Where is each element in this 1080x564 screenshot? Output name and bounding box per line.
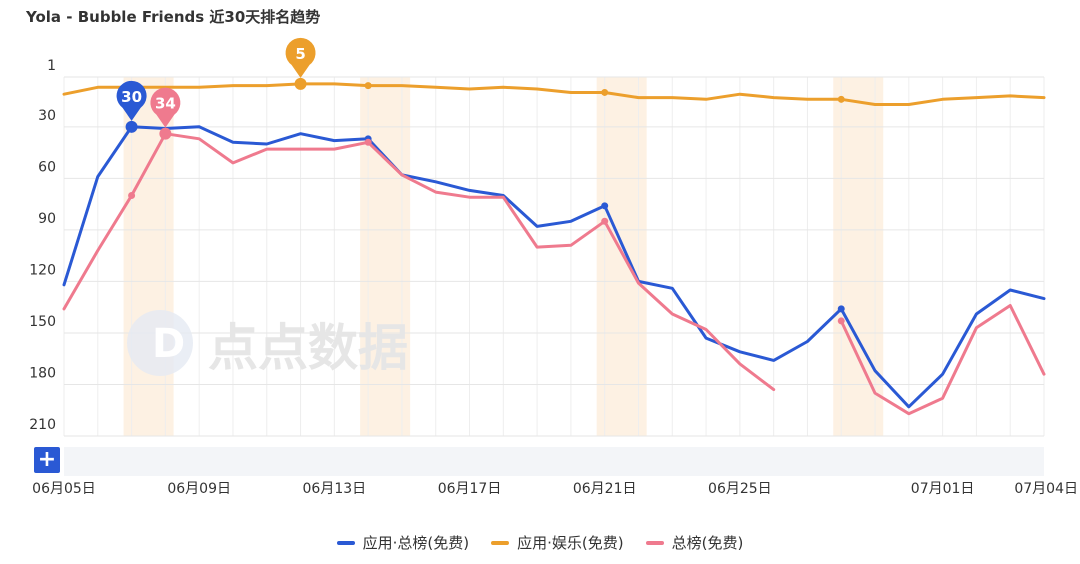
annotation-point [125,120,138,133]
annotation-point [159,127,172,140]
series-line-1 [62,82,1046,106]
watermark-logo-letter: D [152,321,185,367]
x-tick-label: 06月25日 [708,481,772,497]
x-tick-label: 06月05日 [32,481,96,497]
legend-label: 应用·总榜(免费) [362,534,470,552]
legend-item-app-overall[interactable]: 应用·总榜(免费) [336,532,470,553]
data-point [837,95,845,103]
x-tick-label: 06月17日 [438,481,502,497]
zoom-plus-icon: + [38,447,56,472]
legend-item-app-entertainment[interactable]: 应用·娱乐(免费) [491,532,624,553]
legend-swatch [491,540,510,545]
series-lines [62,82,1046,416]
watermark-text: 点点数据 [208,319,408,377]
annotation-pin [285,37,316,78]
chart-title: Yola - Bubble Friends 近30天排名趋势 [26,8,321,26]
annotation-pin [116,80,147,121]
annotation-label: 30 [121,88,142,106]
rank-trend-chart: D 点点数据 1 30 60 90 120 150 180 210 30 34 5 + 06月05日… [29,37,1078,497]
legend-item-overall[interactable]: 总榜(免费) [645,532,744,553]
data-point [601,217,609,225]
annotation-label: 34 [155,95,176,113]
data-point [837,305,845,313]
y-tick-label: 150 [29,314,56,330]
y-axis-ticks: 1 30 60 90 120 150 180 210 [29,58,56,433]
slider-track [64,447,1044,476]
x-tick-label: 07月04日 [1014,481,1078,497]
annotation-label: 5 [295,45,305,63]
data-point [128,192,136,200]
zoom-slider[interactable]: + [34,447,1044,476]
annotation-point [294,77,307,90]
y-tick-label: 90 [38,211,56,227]
legend-swatch [336,540,355,545]
x-tick-label: 06月09日 [167,481,231,497]
series-line-2 [62,132,1046,416]
x-tick-label: 06月21日 [573,481,637,497]
zoom-plus-button[interactable] [34,447,60,473]
legend-label: 应用·娱乐(免费) [517,534,624,552]
y-tick-label: 180 [29,365,56,381]
y-tick-label: 1 [47,58,56,74]
data-point [364,138,372,146]
data-point [364,82,372,90]
annotation-pins: 30 34 5 [116,37,316,140]
x-tick-label: 06月13日 [303,481,367,497]
legend-label: 总榜(免费) [671,534,744,552]
data-point [837,317,845,325]
annotation-pin [150,87,181,128]
watermark: D 点点数据 [127,310,408,377]
legend-swatch [645,540,664,545]
y-tick-label: 210 [29,417,56,433]
watermark-logo-icon [127,310,193,376]
x-axis-ticks: 06月05日 06月09日 06月13日 06月17日 06月21日 06月25日 07月0… [32,481,1078,497]
legend: 应用·总榜(免费) 应用·娱乐(免费) 总榜(免费) [0,532,1080,553]
data-point [601,88,609,96]
y-tick-label: 120 [29,262,56,278]
y-tick-label: 30 [38,108,56,124]
y-tick-label: 60 [38,159,56,175]
x-tick-label: 07月01日 [911,481,975,497]
series-line-0 [62,125,1046,409]
data-point [601,202,609,210]
